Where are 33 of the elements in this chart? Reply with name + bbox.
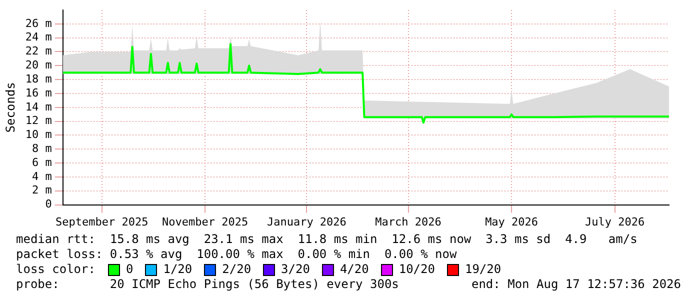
- y-tick-label: 24 m: [25, 30, 52, 44]
- y-tick-label: 6 m: [32, 156, 52, 169]
- x-tick-label: May 2026: [485, 215, 538, 228]
- legend-label: 3/20: [281, 262, 310, 277]
- x-tick-label: July 2026: [585, 215, 645, 228]
- x-tick-label: November 2025: [162, 215, 248, 228]
- text: median rtt: 15.8 ms avg 23.1 ms max 11.8 ms min 12.6 ms now 3.3 ms sd 4.9 am/s: [16, 232, 638, 247]
- text: probe: 20 ICMP Echo Pings (56 Bytes) every 300s: [16, 277, 399, 292]
- y-tick-label: 4 m: [32, 170, 52, 183]
- text: packet loss: 0.53 % avg 100.00 % max 0.00 % min 0.00 % now: [16, 247, 458, 262]
- legend-label: 10/20: [398, 262, 435, 277]
- legend-label: 2/20: [222, 262, 252, 277]
- y-tick-label: 8 m: [32, 142, 52, 155]
- y-tick-label: 20 m: [25, 58, 52, 72]
- y-tick-label: 10 m: [25, 128, 52, 142]
- legend-label: 4/20: [340, 262, 369, 277]
- x-tick-label: September 2025: [55, 215, 148, 228]
- y-tick-label: 26 m: [25, 16, 52, 30]
- y-axis-title: Seconds: [3, 82, 18, 133]
- y-tick-label: 2 m: [32, 184, 52, 197]
- y-tick-label: 12 m: [25, 114, 52, 128]
- legend-label: 1/20: [163, 262, 192, 277]
- x-tick-label: March 2026: [375, 215, 442, 228]
- y-tick-label: 22 m: [25, 44, 52, 58]
- y-tick-label: 16 m: [25, 86, 52, 100]
- legend-label: 19/20: [464, 262, 502, 277]
- text: end: Mon Aug 17 12:57:36 2026: [471, 277, 681, 292]
- legend-label: 0: [126, 262, 134, 277]
- y-tick-label: 18 m: [25, 72, 52, 86]
- legend-title: loss color:: [16, 262, 96, 277]
- y-tick-label: 0: [45, 198, 52, 211]
- x-tick-label: January 2026: [266, 215, 346, 228]
- y-tick-label: 14 m: [25, 100, 52, 114]
